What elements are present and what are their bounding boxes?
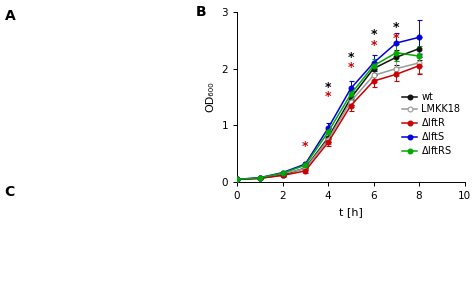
Text: A: A xyxy=(5,9,16,23)
Text: *: * xyxy=(370,28,377,41)
Legend: wt, LMKK18, $\Delta$lftR, $\Delta$lftS, $\Delta$lftRS: wt, LMKK18, $\Delta$lftR, $\Delta$lftS, … xyxy=(398,88,464,160)
Text: *: * xyxy=(393,32,400,45)
Text: *: * xyxy=(325,81,331,94)
Text: *: * xyxy=(302,140,309,153)
Text: *: * xyxy=(325,90,331,103)
X-axis label: t [h]: t [h] xyxy=(339,207,363,217)
Text: *: * xyxy=(347,61,354,74)
Text: *: * xyxy=(370,39,377,51)
Text: *: * xyxy=(393,21,400,34)
Y-axis label: OD₆₀₀: OD₆₀₀ xyxy=(206,82,216,112)
Text: B: B xyxy=(196,5,207,19)
Text: C: C xyxy=(5,185,15,199)
Text: *: * xyxy=(347,51,354,64)
